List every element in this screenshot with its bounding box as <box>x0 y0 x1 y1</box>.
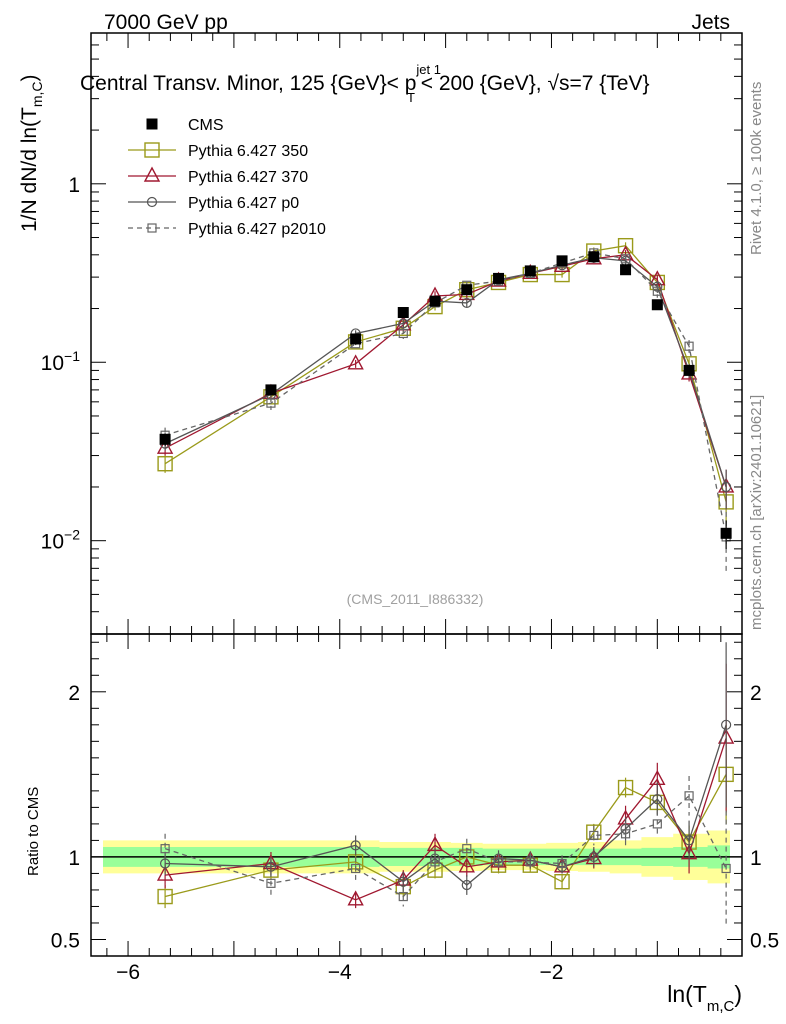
ratio-line-pythia-6-427-p2010 <box>164 794 727 898</box>
ratio-point-pythia-6-427-p0 <box>652 794 663 805</box>
header-left: 7000 GeV pp <box>104 11 228 34</box>
ratio-point-pythia-6-427-p2010 <box>589 830 599 841</box>
point-pythia-6-427-p2010 <box>620 254 631 264</box>
point-pythia-6-427-p2010 <box>684 341 694 351</box>
ratio-point-pythia-6-427-p2010 <box>398 891 408 902</box>
point-pythia-6-427-p0 <box>398 318 409 329</box>
ratio-point-pythia-6-427-p2010 <box>462 844 472 854</box>
point-pythia-6-427-p2010 <box>398 328 408 339</box>
series-line-pythia-6-427-p0 <box>164 257 727 488</box>
main-ytick-label: 10−1 <box>41 348 81 375</box>
ratio-point-pythia-6-427-350 <box>554 873 570 890</box>
ratio-ytick-label: 0.5 <box>51 929 80 952</box>
ratio-point-pythia-6-427-p2010 <box>684 791 694 801</box>
ratio-frame <box>90 633 743 957</box>
watermark: (CMS_2011_I886332) <box>347 591 484 607</box>
point-cms <box>461 284 473 296</box>
main-ytick-label: 1 <box>68 174 80 197</box>
point-pythia-6-427-p2010 <box>266 398 276 408</box>
point-pythia-6-427-p0 <box>461 297 472 309</box>
ratio-point-pythia-6-427-p2010 <box>266 878 276 888</box>
point-cms <box>620 264 632 276</box>
ratio-point-pythia-6-427-p2010 <box>620 829 631 839</box>
ratio-point-pythia-6-427-p0 <box>588 851 599 863</box>
point-cms <box>651 299 663 311</box>
point-pythia-6-427-p0 <box>721 481 732 493</box>
point-cms <box>429 295 441 307</box>
legend-label-cms: CMS <box>188 117 224 134</box>
plot-title: Central Transv. Minor, 125 {GeV}< pjet 1… <box>80 62 649 105</box>
point-pythia-6-427-p2010 <box>652 286 662 296</box>
xtick-label: −6 <box>116 961 140 984</box>
ratio-line-pythia-6-427-350 <box>164 774 727 898</box>
ratio-ytick-label: 1 <box>68 847 80 870</box>
mcplots-label: mcplots.cern.ch [arXiv:2401.10621] <box>748 395 765 630</box>
legend-marker-pythia-6-427-p2010 <box>147 223 157 233</box>
point-cms <box>493 272 505 284</box>
legend-label-pythia-6-427-p2010: Pythia 6.427 p2010 <box>188 221 326 238</box>
main-ytick-label: 10−2 <box>41 527 81 554</box>
rivet-label: Rivet 4.1.0, ≥ 100k events <box>748 82 765 255</box>
ratio-point-pythia-6-427-p2010 <box>525 857 535 867</box>
xtick-label: −4 <box>328 961 352 984</box>
ratio-point-pythia-6-427-p0 <box>398 876 409 887</box>
series-line-pythia-6-427-370 <box>164 254 727 488</box>
point-cms <box>683 364 695 376</box>
xtick-label: −2 <box>539 961 563 984</box>
x-axis-label: ln(Tm,C) <box>667 981 742 1015</box>
ratio-point-pythia-6-427-370 <box>347 890 364 906</box>
ratio-point-pythia-6-427-p2010 <box>160 844 170 854</box>
ratio-ytick-label: 2 <box>68 682 80 705</box>
ratio-point-pythia-6-427-p2010 <box>430 857 440 867</box>
legend-marker-pythia-6-427-p0 <box>146 196 158 208</box>
point-cms <box>350 333 362 345</box>
point-pythia-6-427-350 <box>157 456 173 472</box>
ratio-point-pythia-6-427-p0 <box>721 719 732 730</box>
ratio-point-pythia-6-427-p0 <box>265 861 277 872</box>
ratio-point-pythia-6-427-p2010 <box>557 858 567 869</box>
series-line-pythia-6-427-p2010 <box>164 252 727 538</box>
point-cms <box>265 384 277 396</box>
ratio-point-pythia-6-427-p2010 <box>351 863 361 874</box>
ratio-point-pythia-6-427-370 <box>458 857 475 873</box>
ratio-point-pythia-6-427-p0 <box>159 858 171 869</box>
header-right: Jets <box>691 11 730 34</box>
legend-marker-cms <box>146 118 158 130</box>
point-cms <box>397 307 409 319</box>
legend-label-pythia-6-427-370: Pythia 6.427 370 <box>188 169 308 186</box>
ratio-point-pythia-6-427-p2010 <box>652 819 662 829</box>
point-cms <box>720 527 732 539</box>
point-cms <box>524 265 536 277</box>
ratio-ytick-label-right: 2 <box>750 682 762 705</box>
y-axis-label-ratio: Ratio to CMS <box>25 787 42 876</box>
ratio-ytick-label-right: 1 <box>750 847 762 870</box>
point-cms <box>159 433 171 445</box>
ratio-point-pythia-6-427-p2010 <box>721 863 731 874</box>
point-cms <box>556 255 568 267</box>
point-pythia-6-427-370 <box>347 354 364 370</box>
legend-label-pythia-6-427-350: Pythia 6.427 350 <box>188 143 308 160</box>
series-line-pythia-6-427-350 <box>164 244 727 503</box>
legend-label-pythia-6-427-p0: Pythia 6.427 p0 <box>188 195 299 212</box>
legend-marker-pythia-6-427-350 <box>144 142 160 158</box>
legend-marker-pythia-6-427-370 <box>143 166 161 182</box>
ratio-line-pythia-6-427-p0 <box>165 724 727 886</box>
point-cms <box>588 251 600 263</box>
ratio-point-pythia-6-427-p0 <box>350 840 361 851</box>
ratio-point-pythia-6-427-370 <box>156 865 174 881</box>
ratio-point-pythia-6-427-p0 <box>683 835 695 846</box>
ratio-point-pythia-6-427-p2010 <box>493 857 504 867</box>
ratio-point-pythia-6-427-p0 <box>461 879 472 891</box>
ratio-ytick-label-right: 0.5 <box>750 929 779 952</box>
ratio-point-pythia-6-427-350 <box>617 779 634 796</box>
y-axis-label-main: 1/N dN/d ln(Tm,C) <box>18 74 45 232</box>
ratio-point-pythia-6-427-350 <box>157 888 173 905</box>
ratio-line-pythia-6-427-370 <box>165 737 727 901</box>
